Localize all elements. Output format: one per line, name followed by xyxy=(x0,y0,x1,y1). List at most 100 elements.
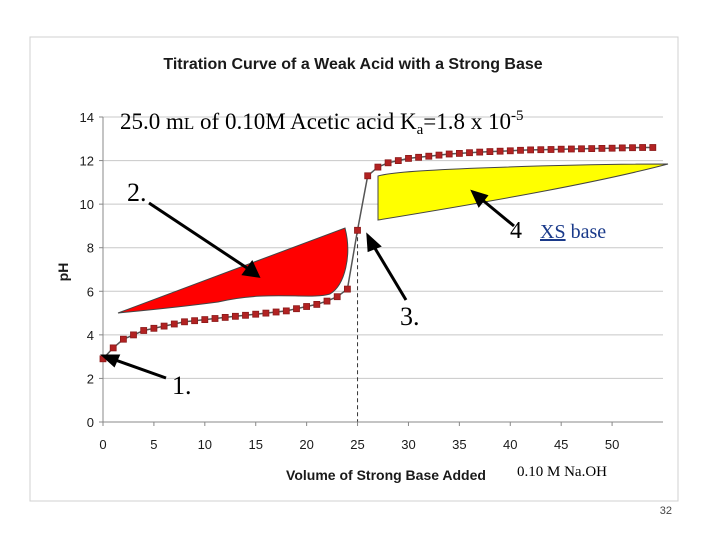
data-point xyxy=(517,146,524,154)
y-tick-label: 6 xyxy=(87,284,94,299)
y-tick-label: 8 xyxy=(87,241,94,256)
data-point xyxy=(231,312,239,320)
data-point xyxy=(588,145,596,153)
annotation-2: 2. xyxy=(127,178,147,207)
data-point xyxy=(333,293,341,301)
data-point xyxy=(598,144,606,152)
data-point xyxy=(303,303,311,310)
annotation-naoh: 0.10 M Na.OH xyxy=(517,464,607,480)
y-axis-label: pH xyxy=(55,263,71,282)
shaded-regions xyxy=(117,163,669,314)
tick-labels: 0 5 10 15 20 25 30 35 40 45 50 0 2 4 6 8 10 12 14 xyxy=(80,110,620,452)
data-point xyxy=(130,331,137,339)
data-point xyxy=(506,147,514,155)
data-point xyxy=(221,313,229,321)
y-tick-label: 12 xyxy=(80,154,94,169)
data-point xyxy=(445,150,453,158)
data-point xyxy=(384,159,392,167)
data-point xyxy=(547,146,555,153)
data-point xyxy=(364,172,372,180)
y-tick-label: 14 xyxy=(80,110,94,125)
data-point xyxy=(293,305,300,313)
data-point xyxy=(578,145,585,153)
data-point xyxy=(608,144,616,152)
annotation-4: 4 xyxy=(510,218,522,244)
annotation-1: 1. xyxy=(172,371,192,400)
data-point xyxy=(120,335,127,343)
y-tick-label: 0 xyxy=(87,415,94,430)
data-point xyxy=(343,285,351,293)
annotation-xs-base: XS base xyxy=(540,221,606,243)
data-point xyxy=(496,147,504,155)
annotation-arrows xyxy=(100,189,515,380)
data-point xyxy=(394,157,402,165)
arrowhead-4 xyxy=(470,189,489,208)
x-tick-label: 25 xyxy=(350,437,364,452)
data-point xyxy=(191,317,199,325)
x-tick-label: 40 xyxy=(503,437,517,452)
data-point xyxy=(282,307,290,315)
chart-title: Titration Curve of a Weak Acid with a St… xyxy=(163,56,542,73)
yellow-region xyxy=(377,163,669,221)
data-point xyxy=(455,149,463,157)
data-point xyxy=(639,144,646,151)
y-tick-label: 4 xyxy=(87,328,94,343)
data-point xyxy=(425,152,433,160)
data-point xyxy=(354,226,361,234)
x-tick-label: 15 xyxy=(248,437,262,452)
red-region xyxy=(117,227,349,314)
data-point xyxy=(405,154,412,162)
data-point xyxy=(323,297,331,305)
arrowhead-3 xyxy=(366,232,382,253)
axes xyxy=(99,116,663,426)
data-point xyxy=(313,300,321,308)
slide-number: 32 xyxy=(660,505,672,517)
data-point xyxy=(109,344,117,352)
x-tick-label: 45 xyxy=(554,437,568,452)
data-point xyxy=(201,316,209,324)
y-tick-label: 2 xyxy=(87,371,94,386)
arrow-2 xyxy=(148,201,251,272)
data-point xyxy=(486,148,494,156)
arrow-4 xyxy=(479,196,515,228)
data-point xyxy=(466,149,473,157)
arrowhead-1 xyxy=(100,354,121,368)
annotation-3: 3. xyxy=(400,302,420,331)
x-tick-label: 10 xyxy=(198,437,212,452)
data-point xyxy=(527,146,534,154)
data-point xyxy=(374,163,382,171)
arrow-3 xyxy=(371,244,408,301)
chart-frame xyxy=(29,36,679,502)
data-point xyxy=(150,324,158,332)
data-point xyxy=(140,327,148,334)
data-point xyxy=(262,309,270,317)
y-tick-label: 10 xyxy=(80,197,94,212)
data-point xyxy=(537,146,545,154)
data-point xyxy=(272,308,280,316)
x-tick-label: 30 xyxy=(401,437,415,452)
data-point xyxy=(568,145,575,153)
x-tick-label: 50 xyxy=(605,437,619,452)
data-point xyxy=(170,320,178,328)
x-tick-label: 20 xyxy=(299,437,313,452)
data-point xyxy=(476,148,484,156)
chart-subtitle: 25.0 mL of 0.10M Acetic acid Ka=1.8 x 10… xyxy=(120,108,523,138)
data-point xyxy=(181,318,188,326)
data-point xyxy=(415,153,423,161)
data-point xyxy=(649,144,657,151)
data-point xyxy=(629,144,636,152)
series-points xyxy=(99,144,657,363)
x-tick-label: 0 xyxy=(99,437,106,452)
x-tick-label: 35 xyxy=(452,437,466,452)
data-point xyxy=(618,144,626,152)
data-point xyxy=(242,311,249,319)
data-point xyxy=(435,151,443,159)
arrowhead-2 xyxy=(241,260,261,278)
x-tick-label: 5 xyxy=(150,437,157,452)
data-point xyxy=(252,310,260,318)
x-axis-label: Volume of Strong Base Added xyxy=(286,467,486,483)
data-point xyxy=(211,315,219,322)
data-point xyxy=(557,145,565,153)
data-point xyxy=(160,322,168,330)
